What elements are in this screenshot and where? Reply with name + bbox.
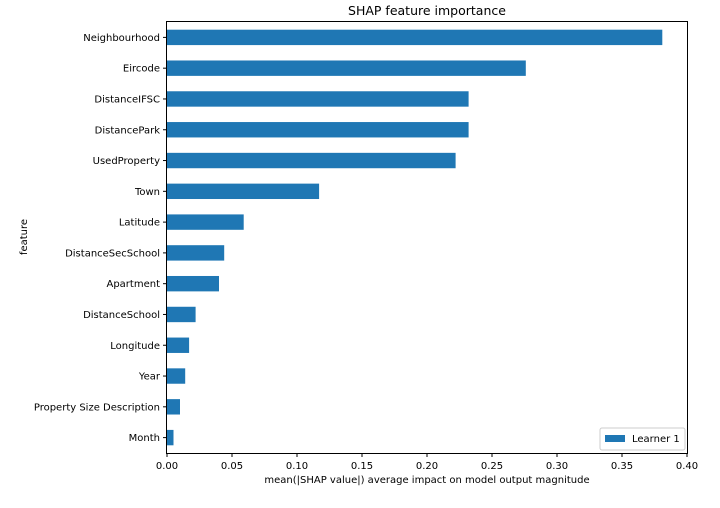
y-tick-label: Latitude	[119, 218, 160, 229]
x-tick-label: 0.05	[221, 461, 243, 472]
y-tick-label: Town	[134, 187, 160, 198]
bar-town	[167, 183, 320, 200]
bar-distancesecschool	[167, 245, 225, 261]
bar-neighbourhood	[167, 29, 663, 46]
x-tick-label: 0.00	[156, 461, 178, 472]
x-axis-label: mean(|SHAP value|) average impact on mod…	[264, 475, 589, 486]
bar-year	[167, 368, 186, 384]
y-tick-label: Property Size Description	[34, 402, 160, 413]
bar-month	[167, 429, 174, 446]
x-tick-label: 0.15	[351, 461, 373, 472]
legend-swatch	[605, 435, 625, 442]
y-tick-label: Month	[129, 433, 160, 444]
x-tick-label: 0.25	[481, 461, 503, 472]
y-axis-label: feature	[19, 219, 30, 255]
y-tick-label: UsedProperty	[93, 156, 160, 167]
y-tick-label: DistanceSchool	[83, 310, 160, 321]
legend: Learner 1	[599, 427, 686, 451]
y-tick-label: Eircode	[123, 64, 160, 75]
bar-distanceschool	[167, 306, 196, 323]
bar-eircode	[167, 60, 526, 76]
y-tick-label: Longitude	[110, 341, 160, 352]
y-tick-label: Apartment	[106, 279, 160, 290]
x-axis: 0.00 0.05 0.10 0.15 0.20 0.25 0.30 0.35 0.40	[156, 453, 698, 472]
legend-box	[599, 427, 686, 451]
bar-property-size-description	[167, 399, 180, 415]
bar-latitude	[167, 214, 244, 230]
x-tick-label: 0.35	[611, 461, 633, 472]
x-tick-label: 0.40	[676, 461, 698, 472]
bar-usedproperty	[167, 152, 456, 169]
y-tick-label: DistanceIFSC	[94, 94, 160, 105]
legend-label-learner-1: Learner 1	[632, 434, 680, 445]
x-tick-label: 0.20	[416, 461, 438, 472]
x-tick-label: 0.10	[286, 461, 308, 472]
y-tick-label: DistancePark	[95, 125, 161, 136]
y-tick-label: DistanceSecSchool	[65, 248, 160, 259]
bar-apartment	[167, 275, 219, 292]
bar-distancepark	[167, 122, 469, 138]
y-axis: Neighbourhood Eircode DistanceIFSC Distance…	[34, 33, 167, 444]
y-tick-label: Neighbourhood	[83, 33, 160, 44]
plot-frame	[166, 21, 688, 454]
chart-title: SHAP feature importance	[348, 3, 506, 18]
bar-longitude	[167, 337, 190, 353]
y-tick-label: Year	[138, 372, 161, 383]
bar-distanceifsc	[167, 91, 469, 107]
bars-layer	[167, 29, 663, 446]
x-tick-label: 0.30	[546, 461, 568, 472]
